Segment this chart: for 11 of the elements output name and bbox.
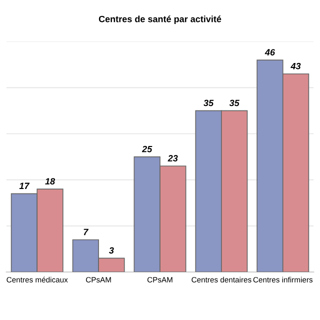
chart-title: Centres de santé par activité bbox=[98, 16, 222, 24]
data-label: 18 bbox=[45, 178, 56, 184]
data-label: 43 bbox=[290, 62, 301, 70]
data-label: 3 bbox=[109, 247, 114, 254]
data-label: 46 bbox=[264, 49, 276, 56]
data-label: 35 bbox=[229, 100, 240, 106]
data-label: 7 bbox=[84, 228, 89, 236]
data-label: 23 bbox=[168, 155, 178, 162]
data-label: 25 bbox=[142, 146, 152, 152]
data-label: 35 bbox=[204, 100, 214, 106]
data-label: 17 bbox=[19, 182, 30, 190]
